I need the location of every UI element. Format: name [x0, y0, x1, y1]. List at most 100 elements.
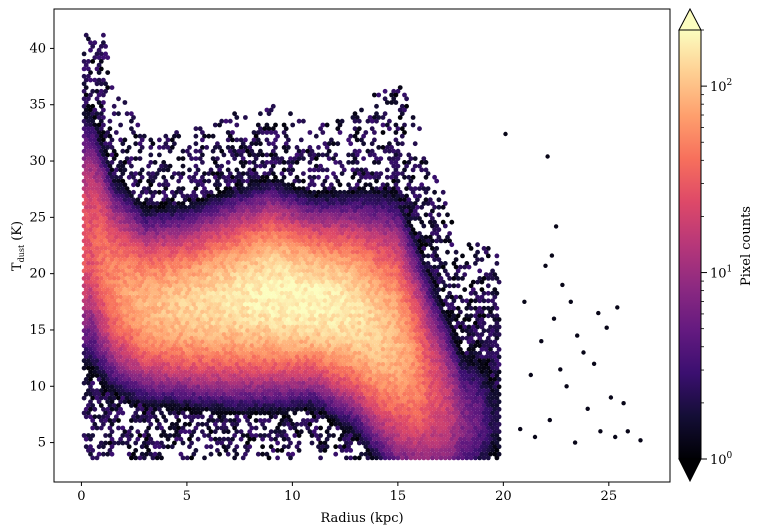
hexbin-cell: [329, 212, 334, 218]
hexbin-cell: [485, 313, 491, 319]
hexbin-cell: [326, 201, 332, 206]
hexbin-cell: [268, 160, 274, 165]
hexbin-cell: [374, 208, 379, 214]
hexbin-cell: [417, 126, 422, 132]
hexbin-cell: [382, 88, 388, 94]
hexbin-cell: [412, 186, 418, 192]
hexbin-cell: [374, 171, 379, 177]
hexbin-cell: [264, 122, 270, 128]
hexbin-cell: [191, 197, 197, 203]
hexbin-cell: [415, 197, 420, 203]
hexbin-cell: [126, 145, 132, 150]
hexbin-cell: [331, 141, 336, 147]
hexbin-cell: [230, 219, 235, 225]
hexbin-cell: [148, 212, 154, 218]
hexbin-cell: [372, 152, 377, 158]
hexbin-cell: [320, 130, 326, 135]
hexbin-cell: [83, 160, 89, 165]
hexbin-cell: [243, 189, 248, 195]
hexbin-cell: [225, 189, 231, 195]
hexbin-cell: [169, 204, 175, 210]
hexbin-cell: [98, 216, 104, 221]
hexbin-cell: [382, 193, 388, 199]
hexbin-cell: [270, 201, 276, 206]
hexbin-cell: [113, 167, 119, 173]
hexbin-cell: [260, 197, 265, 203]
hexbin-cell: [92, 55, 98, 60]
hexbin-cell: [98, 44, 104, 49]
hexbin-cell: [189, 208, 195, 214]
hexbin-cell: [101, 204, 106, 210]
hexbin-cell: [352, 133, 358, 139]
hexbin-cell: [423, 212, 429, 218]
hexbin-cell: [258, 141, 263, 147]
hexbin-cell: [83, 92, 89, 98]
hexbin-cell: [419, 160, 425, 165]
hexbin-cell: [227, 133, 233, 139]
hexbin-cell: [126, 204, 132, 210]
hexbin-cell: [380, 204, 386, 210]
hexbin-cell: [361, 201, 366, 206]
hexbin-cell: [86, 178, 91, 184]
hexbin-cell: [234, 212, 240, 218]
hexbin-cell: [402, 160, 407, 165]
hexbin-cell: [270, 193, 276, 199]
hexbin-cell: [96, 174, 102, 180]
hexbin-cell: [90, 44, 96, 49]
hexbin-cell: [107, 126, 113, 132]
hexbin-cell: [365, 148, 371, 154]
hexbin-cell: [445, 212, 450, 218]
hexbin-cell: [290, 212, 296, 218]
hexbin-cell: [159, 216, 164, 221]
hexbin-cell: [197, 126, 203, 132]
hexbin-cell: [283, 126, 289, 132]
hexbin-cell: [485, 283, 491, 289]
hexbin-cell: [238, 189, 244, 195]
hexbin-cell: [391, 171, 397, 177]
hexbin-cell: [264, 212, 270, 218]
hexbin-cell: [253, 178, 259, 184]
hexbin-cell: [273, 152, 278, 158]
hexbin-cell: [232, 208, 238, 214]
hexbin-cell: [387, 148, 392, 154]
hexbin-cell: [277, 182, 283, 188]
hexbin-cell: [354, 197, 360, 203]
hexbin-cell: [92, 167, 98, 173]
hexbin-cell: [234, 182, 240, 188]
hexbin-cell: [208, 219, 214, 225]
hexbin-cell: [137, 178, 143, 184]
hexbin-cell: [359, 174, 364, 180]
hexbin-cell: [374, 178, 379, 184]
hexbin-cell: [210, 171, 216, 177]
hexbin-cell: [129, 126, 134, 132]
hexbin-cell: [116, 178, 121, 184]
hexbin-cell: [109, 85, 115, 90]
hexbin-cell: [219, 171, 225, 177]
hexbin-cell: [204, 204, 210, 210]
hexbin-cell: [397, 204, 403, 210]
hexbin-cell: [103, 88, 108, 94]
hexbin-cell: [346, 137, 351, 143]
hexbin-cell: [275, 156, 280, 162]
hexbin-cell: [197, 208, 203, 214]
hexbin-cell: [210, 208, 216, 214]
hexbin-cell: [230, 189, 235, 195]
hexbin-cell: [184, 148, 190, 154]
hexbin-cell: [86, 36, 91, 42]
hexbin-cell: [266, 208, 272, 214]
hexbin-cell: [247, 174, 253, 180]
hexbin-cell: [182, 204, 188, 210]
hexbin-cell: [150, 171, 156, 177]
hexbin-cell: [120, 141, 126, 147]
hexbin-cell: [238, 152, 244, 158]
hexbin-cell: [178, 204, 184, 210]
hexbin-cell: [294, 204, 300, 210]
hexbin-cell: [410, 167, 416, 173]
hexbin-cell: [359, 212, 364, 218]
hexbin-cell: [363, 197, 369, 203]
hexbin-cell: [412, 141, 418, 147]
hexbin-cell: [268, 182, 274, 188]
hexbin-cell: [292, 208, 298, 214]
hexbin-cell: [120, 163, 126, 169]
hexbin-cell: [356, 178, 362, 184]
